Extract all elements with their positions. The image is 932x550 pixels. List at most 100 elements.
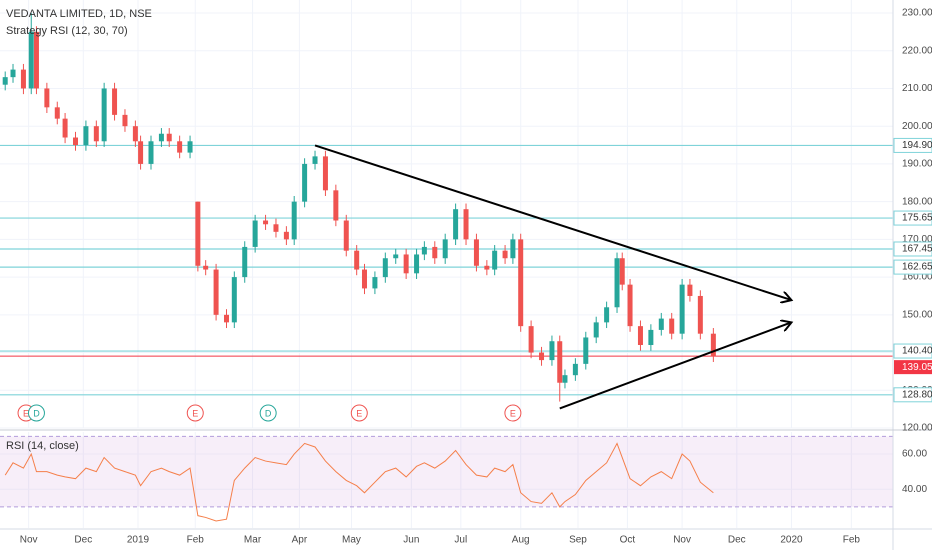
level-tag	[893, 387, 932, 403]
y-tick-label: 170.00	[902, 234, 932, 245]
candle-body	[252, 220, 258, 247]
candle-body	[502, 250, 508, 259]
x-tick-label: 2019	[127, 535, 150, 546]
candle-body	[224, 314, 230, 323]
candle-body	[539, 352, 545, 361]
candle-body	[669, 318, 675, 334]
x-tick-label: Nov	[673, 535, 691, 546]
candle-body	[604, 307, 610, 323]
event-label: E	[23, 408, 29, 418]
event-marker	[259, 404, 277, 422]
grid	[0, 0, 893, 528]
candle-body	[158, 133, 164, 142]
candle-body	[518, 239, 524, 327]
y-tick-label: 210.00	[902, 83, 932, 94]
x-tick-label: Apr	[292, 535, 308, 546]
candle-body	[263, 220, 269, 225]
x-tick-label: Oct	[620, 535, 636, 546]
candle-body	[361, 269, 367, 289]
x-tick-label: Jul	[454, 535, 467, 546]
x-tick-label: Mar	[244, 535, 262, 546]
y-tick-label: 220.00	[902, 45, 932, 56]
candle-body	[697, 295, 703, 334]
level-tag	[893, 259, 932, 275]
candle-body	[637, 326, 643, 346]
x-tick-label: Dec	[728, 535, 746, 546]
x-tick-label: Feb	[187, 535, 205, 546]
level-tag	[893, 241, 932, 257]
x-tick-label: Feb	[843, 535, 861, 546]
event-label: E	[356, 408, 362, 418]
level-tag-label: 140.40	[902, 346, 932, 357]
candle-body	[557, 341, 563, 383]
x-tick-label: Dec	[74, 535, 92, 546]
candle-body	[343, 220, 349, 251]
event-marker	[186, 404, 204, 422]
y-tick-label: 200.00	[902, 121, 932, 132]
chart-title: VEDANTA LIMITED, 1D, NSE	[6, 8, 152, 20]
x-tick-label: 2020	[780, 535, 803, 546]
candle-body	[687, 284, 693, 296]
candle-body	[322, 156, 328, 191]
level-tag-label: 194.90	[902, 140, 932, 151]
x-tick-label: May	[342, 535, 361, 546]
candle-body	[463, 209, 469, 240]
candle-body	[528, 326, 534, 353]
candle-body	[562, 375, 568, 383]
event-marker	[350, 404, 368, 422]
candle-body	[312, 156, 318, 164]
event-label: D	[265, 408, 272, 418]
candle-body	[122, 114, 128, 127]
candle-body	[93, 126, 99, 142]
x-tick-label: Aug	[512, 535, 530, 546]
candle-body	[101, 88, 107, 142]
level-tag-label: 162.65	[902, 262, 932, 273]
rsi-tick-label: 40.00	[902, 484, 927, 495]
y-tick-label: 150.00	[902, 309, 932, 320]
candle-body	[658, 318, 664, 330]
candle-body	[54, 107, 60, 119]
x-tick-label: Nov	[20, 535, 38, 546]
candle-body	[242, 246, 248, 278]
y-tick-label: 160.00	[902, 272, 932, 283]
candle-body	[148, 141, 154, 164]
level-tag	[893, 137, 932, 153]
marks	[0, 13, 893, 522]
candle-body	[627, 284, 633, 327]
candle-body	[510, 239, 516, 259]
candle-body	[414, 254, 420, 274]
candle-body	[138, 141, 144, 164]
candle-body	[302, 163, 308, 202]
x-tick-label: Jun	[403, 535, 419, 546]
event-label: E	[510, 408, 516, 418]
rsi-line	[4, 442, 714, 522]
candle-body	[33, 31, 39, 89]
level-tag-label: 175.65	[902, 213, 932, 224]
candle-body	[382, 258, 388, 278]
candle-body	[372, 277, 378, 289]
candle-body	[403, 254, 409, 274]
candle-body	[710, 333, 716, 357]
candle-body	[112, 88, 118, 115]
rsi-band	[0, 436, 893, 507]
candle-body	[177, 141, 183, 153]
candle-body	[283, 231, 289, 240]
candle-body	[648, 329, 654, 346]
candle-body	[73, 137, 79, 146]
y-tick-label: 230.00	[902, 8, 932, 19]
candle-body	[619, 258, 625, 285]
level-tag-label: 128.80	[902, 389, 932, 400]
event-marker	[504, 404, 522, 422]
candle-body	[549, 341, 555, 361]
candle-body	[2, 77, 8, 85]
rsi-title: RSI (14, close)	[6, 440, 79, 452]
candle-body	[393, 254, 399, 259]
candle-body	[10, 69, 16, 78]
candle-body	[453, 209, 459, 240]
candle-body	[231, 277, 237, 323]
y-tick-label: 120.00	[902, 423, 932, 434]
event-label: D	[33, 408, 40, 418]
y-tick-label: 180.00	[902, 196, 932, 207]
